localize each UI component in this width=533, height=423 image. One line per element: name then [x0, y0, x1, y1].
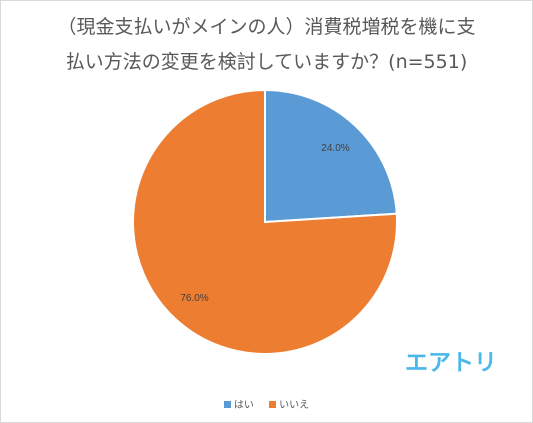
legend-swatch-yes: [223, 401, 231, 408]
chart-legend: はい いいえ: [0, 396, 533, 411]
eatri-logo: エアトリ: [405, 350, 497, 374]
legend-item-yes: はい: [223, 396, 254, 411]
legend-swatch-no: [269, 401, 277, 408]
data-label-no: 76.0%: [180, 293, 208, 304]
pie-slice-no: [132, 88, 398, 355]
pie-slice-yes: [264, 88, 398, 224]
chart-title-line-1: （現金支払いがメインの人）消費税増税を機に支: [57, 16, 476, 38]
legend-item-no: いいえ: [269, 396, 309, 411]
legend-label-yes: はい: [233, 400, 254, 411]
data-label-yes: 24.0%: [321, 143, 349, 154]
chart-title: （現金支払いがメインの人）消費税増税を機に支 払い方法の変更を検討していますか？…: [0, 10, 533, 80]
eatri-logo-text: エアトリ: [405, 350, 497, 374]
chart-title-line-2: 払い方法の変更を検討していますか？(n=551): [65, 51, 468, 73]
legend-label-no: いいえ: [279, 400, 310, 411]
